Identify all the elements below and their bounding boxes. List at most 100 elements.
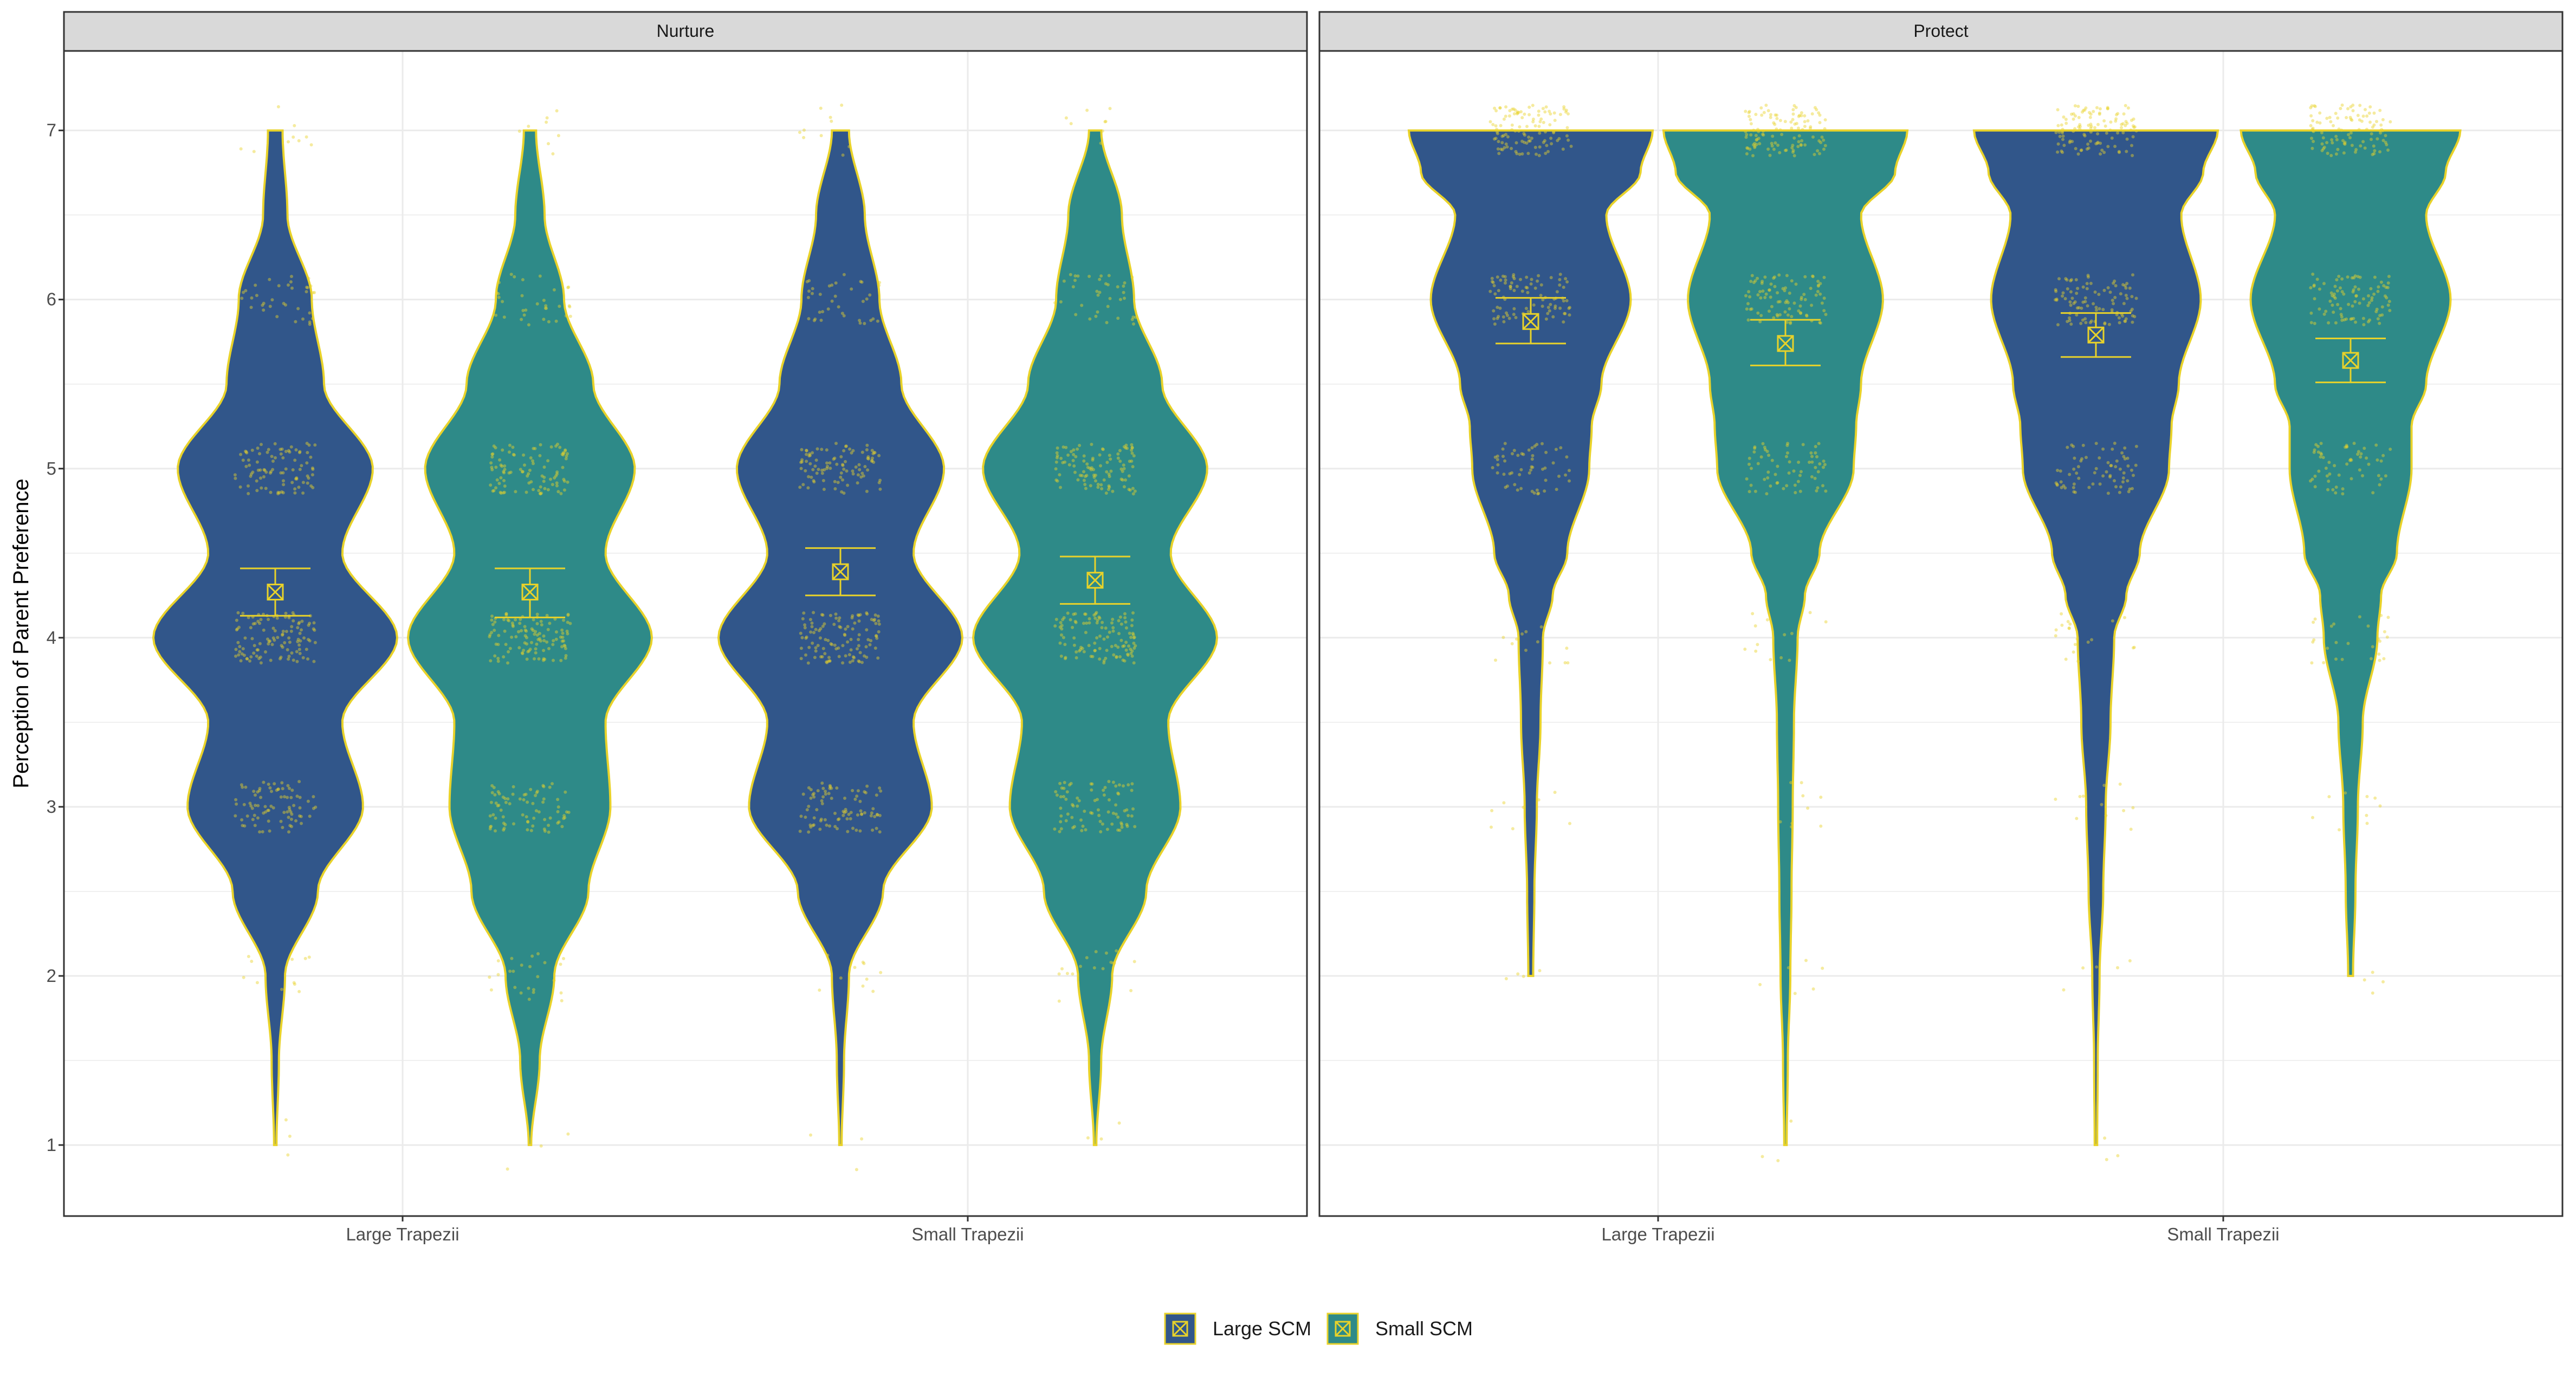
jitter-point — [252, 150, 256, 153]
y-tick-label-3: 3 — [47, 797, 56, 817]
jitter-point — [1516, 112, 1519, 115]
jitter-point — [1790, 822, 1794, 825]
jitter-point — [565, 454, 568, 458]
jitter-point — [1101, 447, 1104, 451]
jitter-point — [829, 613, 832, 617]
jitter-point — [2108, 475, 2112, 479]
jitter-point — [1518, 473, 1522, 476]
jitter-point — [1782, 487, 1785, 490]
jitter-point — [2342, 151, 2346, 155]
jitter-point — [820, 655, 824, 658]
jitter-point — [504, 643, 508, 647]
jitter-point — [1490, 276, 1494, 280]
jitter-point — [1085, 462, 1089, 466]
jitter-point — [826, 638, 830, 642]
jitter-point — [1513, 108, 1517, 112]
jitter-point — [863, 322, 866, 325]
jitter-point — [309, 455, 313, 459]
jitter-point — [1118, 829, 1122, 832]
jitter-point — [499, 463, 503, 467]
jitter-point — [2349, 131, 2353, 135]
jitter-point — [269, 658, 273, 662]
jitter-point — [2087, 146, 2090, 150]
mean-marker-cross-b — [1522, 313, 1539, 330]
jitter-point — [812, 631, 815, 635]
jitter-point — [256, 648, 260, 652]
jitter-point — [256, 468, 260, 472]
jitter-point — [2359, 452, 2363, 456]
jitter-point — [820, 781, 824, 785]
jitter-point — [1788, 307, 1791, 311]
jitter-point — [2101, 474, 2105, 478]
jitter-point — [1107, 274, 1111, 277]
jitter-point — [857, 633, 861, 637]
jitter-point — [2320, 131, 2323, 134]
jitter-point — [1130, 448, 1134, 452]
jitter-point — [2059, 469, 2062, 473]
jitter-point — [819, 627, 823, 631]
jitter-point — [874, 622, 878, 625]
jitter-point — [2381, 139, 2385, 143]
jitter-point — [825, 467, 829, 470]
jitter-point — [2098, 111, 2101, 115]
facet-panel-nurture: Nurture — [63, 11, 1308, 1217]
jitter-point — [501, 815, 505, 819]
jitter-point — [288, 641, 292, 644]
jitter-point — [806, 486, 810, 490]
jitter-point — [1501, 274, 1505, 278]
jitter-point — [1794, 282, 1798, 286]
jitter-point — [1769, 484, 1772, 488]
jitter-point — [2335, 138, 2339, 141]
jitter-point — [1120, 823, 1124, 826]
jitter-point — [491, 623, 495, 626]
jitter-point — [2082, 108, 2085, 112]
jitter-point — [1821, 966, 1824, 970]
jitter-point — [1056, 479, 1059, 483]
jitter-point — [2103, 1136, 2107, 1140]
jitter-point — [871, 828, 875, 832]
jitter-point — [2064, 277, 2068, 281]
jitter-point — [245, 814, 249, 818]
jitter-point — [528, 965, 532, 968]
jitter-point — [2072, 112, 2075, 116]
jitter-point — [545, 307, 548, 310]
jitter-point — [530, 641, 533, 644]
jitter-point — [1111, 617, 1115, 621]
jitter-point — [566, 286, 570, 289]
jitter-point — [1744, 294, 1747, 298]
jitter-point — [525, 636, 528, 639]
jitter-point — [547, 830, 551, 834]
jitter-point — [1130, 445, 1134, 449]
jitter-point — [1092, 473, 1096, 477]
jitter-point — [2309, 106, 2313, 109]
jitter-point — [2388, 309, 2392, 312]
jitter-point — [1544, 152, 1548, 155]
jitter-point — [1123, 809, 1127, 813]
jitter-point — [2081, 794, 2085, 798]
jitter-point — [262, 308, 266, 312]
jitter-point — [2092, 302, 2095, 306]
jitter-point — [2131, 273, 2134, 277]
jitter-point — [844, 444, 848, 448]
jitter-point — [2324, 467, 2328, 470]
jitter-point — [1056, 446, 1059, 450]
jitter-point — [2106, 461, 2110, 464]
jitter-point — [865, 628, 869, 632]
jitter-point — [1763, 275, 1767, 279]
jitter-point — [1055, 451, 1059, 455]
jitter-point — [564, 457, 568, 461]
jitter-point — [1064, 445, 1068, 449]
jitter-point — [802, 128, 806, 132]
jitter-point — [2325, 117, 2329, 120]
jitter-point — [865, 784, 869, 788]
jitter-point — [820, 799, 824, 803]
jitter-point — [275, 315, 279, 319]
jitter-point — [2105, 131, 2108, 135]
jitter-point — [1071, 804, 1075, 808]
jitter-point — [273, 442, 277, 445]
jitter-point — [799, 631, 802, 635]
jitter-point — [247, 492, 250, 495]
jitter-point — [561, 453, 565, 457]
jitter-point — [2310, 477, 2314, 481]
jitter-point — [817, 629, 821, 632]
